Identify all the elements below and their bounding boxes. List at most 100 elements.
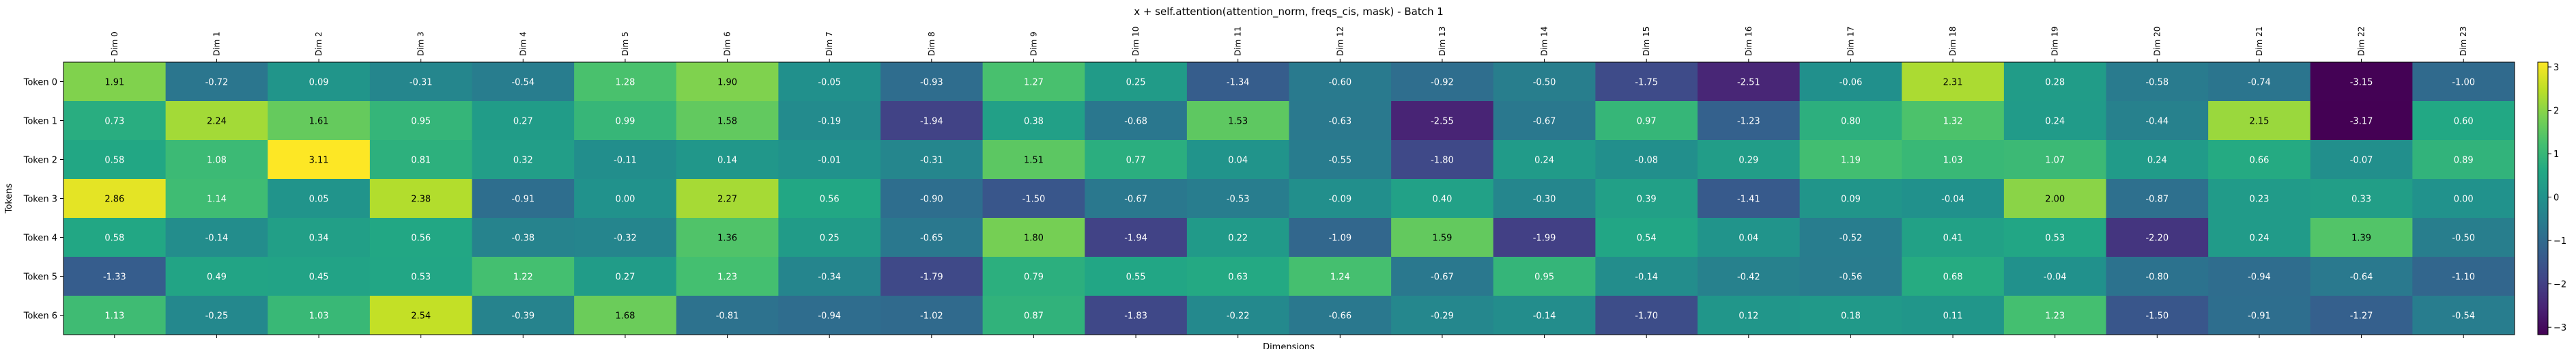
cell-value-label: -0.55: [1328, 156, 1351, 166]
heatmap-cell: [676, 296, 779, 335]
cell-value-label: 2.24: [207, 117, 227, 127]
cell-value-label: 1.28: [615, 78, 635, 88]
cell-value-label: -0.64: [2350, 273, 2373, 283]
cell-value-label: -0.93: [920, 78, 943, 88]
cell-value-label: -0.14: [205, 234, 229, 244]
cell-value-label: 0.22: [1228, 234, 1248, 244]
heatmap-cell: [982, 140, 1085, 180]
heatmap-cell: [2003, 62, 2106, 102]
heatmap-cell: [1186, 62, 1289, 102]
heatmap-cell: [63, 140, 167, 180]
heatmap-cell: [2003, 179, 2106, 219]
x-tick-label: Dim 12: [1335, 27, 1345, 56]
heatmap-cell: [1799, 62, 1902, 102]
cell-value-label: -0.65: [920, 234, 943, 244]
cell-value-label: 0.68: [1943, 273, 1963, 283]
heatmap-cell: [2106, 218, 2209, 257]
heatmap-cell: [1902, 218, 2005, 257]
heatmap-cell: [1186, 296, 1289, 335]
x-tick-label: Dim 19: [2050, 27, 2060, 56]
cell-value-label: -0.67: [1124, 195, 1147, 205]
heatmap-cell: [1391, 179, 1494, 219]
cell-value-label: 0.80: [1841, 117, 1861, 127]
cell-value-label: -0.29: [1431, 311, 1454, 322]
cell-value-label: 0.97: [1637, 117, 1657, 127]
heatmap-cell: [165, 257, 268, 296]
heatmap-cell: [268, 179, 371, 219]
cell-value-label: 0.95: [1534, 273, 1554, 283]
cell-value-label: 1.68: [615, 311, 635, 322]
cell-value-label: -0.50: [2452, 234, 2475, 244]
cell-value-label: -0.67: [1533, 117, 1556, 127]
cell-value-label: -0.81: [716, 311, 739, 322]
heatmap-cell: [2208, 140, 2311, 180]
y-tick-label: Token 1: [23, 117, 57, 127]
heatmap-cell: [2106, 296, 2209, 335]
cell-value-label: -1.83: [1124, 311, 1147, 322]
heatmap-cell: [1902, 179, 2005, 219]
y-tick-label: Token 5: [23, 273, 57, 283]
heatmap-cell: [165, 179, 268, 219]
cell-value-label: -0.72: [205, 78, 229, 88]
colorbar-tick-label: −1: [2553, 236, 2566, 247]
heatmap-cell: [165, 62, 268, 102]
cell-value-label: 0.00: [2454, 195, 2474, 205]
cell-value-label: 0.89: [2454, 156, 2474, 166]
heatmap-cell: [1085, 257, 1188, 296]
heatmap-cell: [1391, 101, 1494, 141]
heatmap-cell: [369, 296, 472, 335]
heatmap-cell: [2412, 179, 2515, 219]
heatmap-cell: [1289, 296, 1392, 335]
heatmap-cell: [472, 257, 575, 296]
x-tick-label: Dim 16: [1744, 27, 1754, 56]
cell-value-label: 0.09: [309, 78, 329, 88]
heatmap-cell: [574, 257, 677, 296]
cell-value-label: -0.60: [1328, 78, 1351, 88]
heatmap-cell: [1698, 218, 1801, 257]
heatmap-cell: [2412, 296, 2515, 335]
cell-value-label: 1.07: [2045, 156, 2065, 166]
cell-value-label: 0.23: [2249, 195, 2269, 205]
heatmap-cell: [2106, 257, 2209, 296]
cell-value-label: -0.39: [511, 311, 534, 322]
cell-value-label: -1.34: [1227, 78, 1250, 88]
heatmap-cell: [369, 257, 472, 296]
heatmap-cell: [1289, 140, 1392, 180]
heatmap-cell: [881, 140, 984, 180]
colorbar-gradient: [2537, 61, 2549, 335]
y-tick-label: Token 3: [23, 195, 57, 205]
cell-value-label: 0.28: [2045, 78, 2065, 88]
cell-value-label: -0.74: [2248, 78, 2271, 88]
heatmap-cell: [369, 218, 472, 257]
cell-value-label: -0.67: [1431, 273, 1454, 283]
cell-value-label: -0.08: [1635, 156, 1658, 166]
cell-value-label: -1.80: [1431, 156, 1454, 166]
colorbar-tick-label: 2: [2553, 107, 2559, 117]
x-tick-label: Dim 4: [518, 31, 528, 56]
heatmap-cell: [63, 62, 167, 102]
cell-value-label: 0.25: [820, 234, 840, 244]
cell-value-label: 0.81: [411, 156, 431, 166]
heatmap-cell: [881, 218, 984, 257]
cell-value-label: 1.80: [1024, 234, 1044, 244]
cell-value-label: -1.50: [1022, 195, 1046, 205]
heatmap-cells: 1.91 -0.72 0.09 -0.31 -0.54 1.28 1.90 -0.05 -0.9…: [63, 61, 2515, 335]
cell-value-label: 2.86: [104, 195, 124, 205]
cell-value-label: 0.24: [1534, 156, 1554, 166]
cell-value-label: 0.05: [309, 195, 329, 205]
heatmap-cell: [676, 179, 779, 219]
cell-value-label: 0.24: [2249, 234, 2269, 244]
heatmap-cell: [2106, 140, 2209, 180]
heatmap-cell: [1391, 257, 1494, 296]
cell-value-label: 0.95: [411, 117, 431, 127]
heatmap-cell: [1698, 257, 1801, 296]
cell-value-label: 1.53: [1228, 117, 1248, 127]
heatmap-cell: [881, 179, 984, 219]
heatmap-cell: [2208, 101, 2311, 141]
heatmap-cell: [1186, 218, 1289, 257]
cell-value-label: 1.58: [717, 117, 737, 127]
heatmap-cell: [2003, 296, 2106, 335]
x-tick-label: Dim 11: [1233, 27, 1243, 56]
cell-value-label: -0.54: [511, 78, 534, 88]
heatmap-cell: [2208, 296, 2311, 335]
